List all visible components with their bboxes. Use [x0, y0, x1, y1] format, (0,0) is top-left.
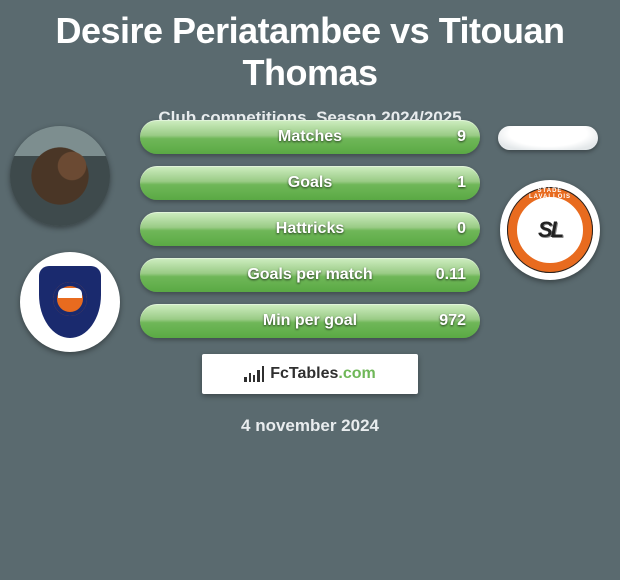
stat-label: Hattricks — [276, 220, 344, 238]
player-right-club-badge: STADE LAVALLOIS SL — [500, 180, 600, 280]
stat-value-right: 0.11 — [436, 266, 466, 284]
page-title: Desire Periatambee vs Titouan Thomas — [0, 0, 620, 94]
brand-suffix: .com — [338, 365, 375, 382]
bar-chart-icon — [244, 366, 264, 382]
stats-column: Matches 9 Goals 1 Hattricks 0 Goals per … — [140, 120, 480, 436]
stat-label: Min per goal — [263, 312, 357, 330]
club-ring-icon: STADE LAVALLOIS SL — [507, 187, 593, 273]
player-left-club-badge — [20, 252, 120, 352]
stat-label: Goals per match — [247, 266, 372, 284]
brand-name: FcTables — [270, 365, 338, 382]
shield-icon — [39, 266, 101, 338]
stat-value-right: 1 — [457, 174, 466, 192]
stat-value-right: 9 — [457, 128, 466, 146]
avatar-photo-placeholder — [10, 126, 110, 226]
stat-row: Goals per match 0.11 — [140, 258, 480, 292]
stat-label: Matches — [278, 128, 342, 146]
snapshot-date: 4 november 2024 — [140, 416, 480, 436]
player-right-avatar-placeholder — [498, 126, 598, 150]
stat-row: Min per goal 972 — [140, 304, 480, 338]
club-ring-text: STADE LAVALLOIS — [517, 188, 583, 200]
stat-value-right: 0 — [457, 220, 466, 238]
stat-row: Hattricks 0 — [140, 212, 480, 246]
brand-text: FcTables.com — [270, 365, 376, 383]
brand-attribution: FcTables.com — [202, 354, 418, 394]
player-left-avatar — [10, 126, 110, 226]
stat-label: Goals — [288, 174, 332, 192]
stat-value-right: 972 — [439, 312, 466, 330]
club-monogram: SL — [538, 217, 562, 243]
stat-row: Matches 9 — [140, 120, 480, 154]
stat-row: Goals 1 — [140, 166, 480, 200]
